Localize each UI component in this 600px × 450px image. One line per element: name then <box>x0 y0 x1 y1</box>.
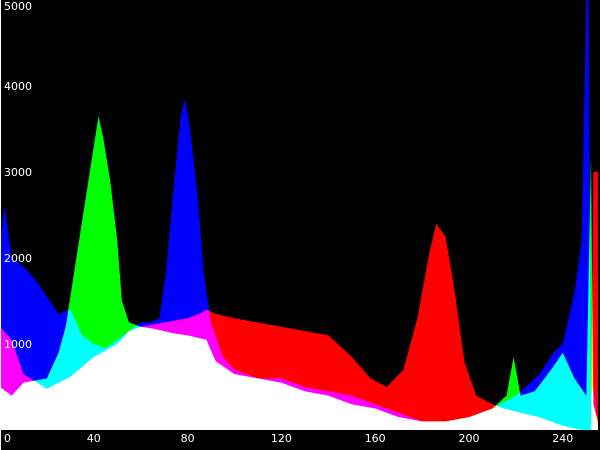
series-layer <box>0 0 598 430</box>
y-tick-label: 2000 <box>4 252 32 265</box>
y-tick-label: 4000 <box>4 80 32 93</box>
x-tick-label: 80 <box>181 432 195 445</box>
y-tick-label: 5000 <box>4 0 32 13</box>
y-tick-labels: 1000 2000 3000 4000 5000 <box>4 0 32 351</box>
x-tick-label: 240 <box>552 432 573 445</box>
x-tick-label: 160 <box>365 432 386 445</box>
y-tick-label: 3000 <box>4 166 32 179</box>
y-tick-label: 1000 <box>4 338 32 351</box>
x-tick-labels: 0 40 80 120 160 200 240 <box>4 432 573 445</box>
x-tick-label: 120 <box>271 432 292 445</box>
histogram-series-2 <box>0 0 598 430</box>
x-tick-label: 200 <box>459 432 480 445</box>
x-tick-label: 0 <box>4 432 11 445</box>
x-tick-label: 40 <box>87 432 101 445</box>
